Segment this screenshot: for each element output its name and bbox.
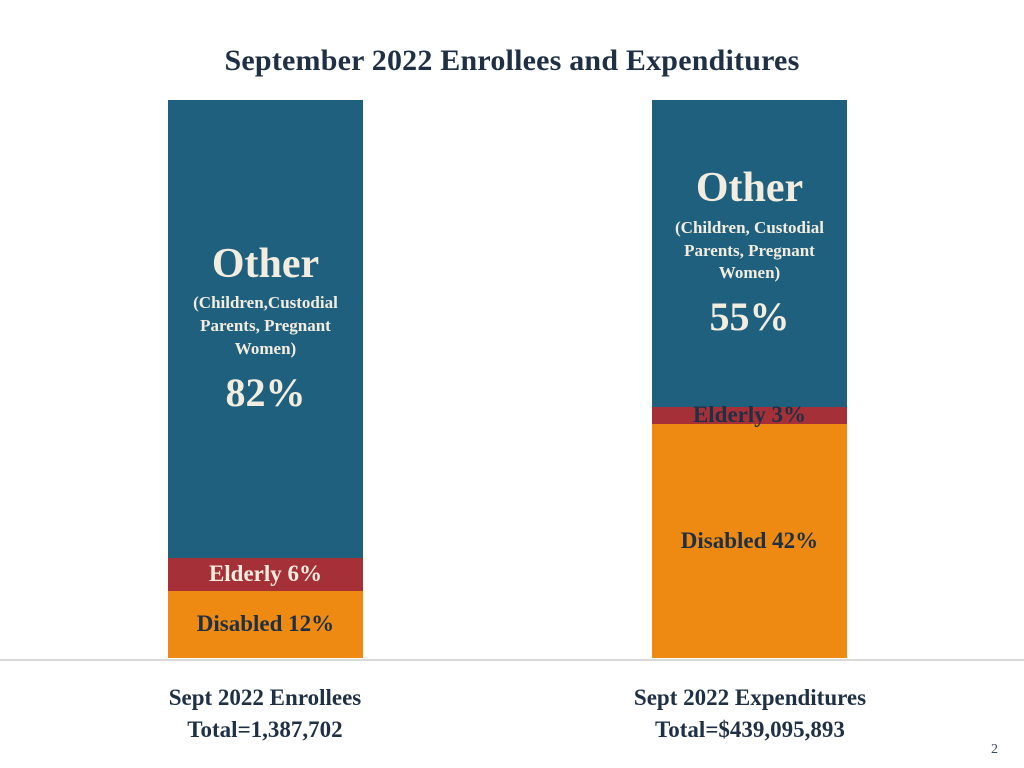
footer-divider-line	[0, 659, 1024, 661]
segment-name-label: Other	[695, 165, 804, 212]
segment-inline-label: Disabled 42%	[680, 527, 819, 553]
segment-percent-label: 55%	[709, 294, 790, 340]
chart-title: September 2022 Enrollees and Expenditure…	[224, 44, 800, 77]
caption-expenditures-total: Total=$439,095,893	[655, 717, 845, 743]
caption-enrollees: Sept 2022 Enrollees Total=1,387,702	[95, 682, 435, 746]
caption-expenditures-line1: Sept 2022 Expenditures	[633, 685, 867, 710]
segment-disabled: Disabled 12%	[168, 591, 363, 658]
segment-label-block: Other (Children, Custodial Parents, Pregn…	[657, 166, 843, 340]
segment-other: Other (Children, Custodial Parents, Pregn…	[652, 100, 847, 407]
caption-enrollees-total: Total=1,387,702	[187, 717, 343, 743]
segment-label-block: Other (Children,Custodial Parents, Pregna…	[173, 242, 359, 416]
segment-percent-label: 82%	[225, 369, 306, 415]
segment-other: Other (Children,Custodial Parents, Pregna…	[168, 100, 363, 558]
segment-inline-label: Elderly 6%	[208, 561, 323, 587]
segment-sub-label: (Children, Custodial Parents, Pregnant W…	[675, 217, 824, 283]
caption-enrollees-line1: Sept 2022 Enrollees	[168, 685, 362, 710]
segment-name-label: Other	[211, 240, 320, 287]
segment-inline-label: Elderly 3%	[692, 402, 807, 428]
segment-sub-label: (Children,Custodial Parents, Pregnant Wo…	[193, 292, 338, 358]
segment-inline-label: Disabled 12%	[196, 611, 335, 637]
segment-elderly: Elderly 3%	[652, 402, 847, 427]
page-number: 2	[991, 742, 998, 757]
stacked-bar-enrollees: Other (Children,Custodial Parents, Pregna…	[168, 100, 363, 658]
segment-disabled: Disabled 42%	[652, 423, 847, 658]
stacked-bar-expenditures: Other (Children, Custodial Parents, Pregn…	[652, 100, 847, 658]
caption-expenditures: Sept 2022 Expenditures Total=$439,095,89…	[580, 682, 920, 746]
segment-elderly: Elderly 6%	[168, 557, 363, 592]
